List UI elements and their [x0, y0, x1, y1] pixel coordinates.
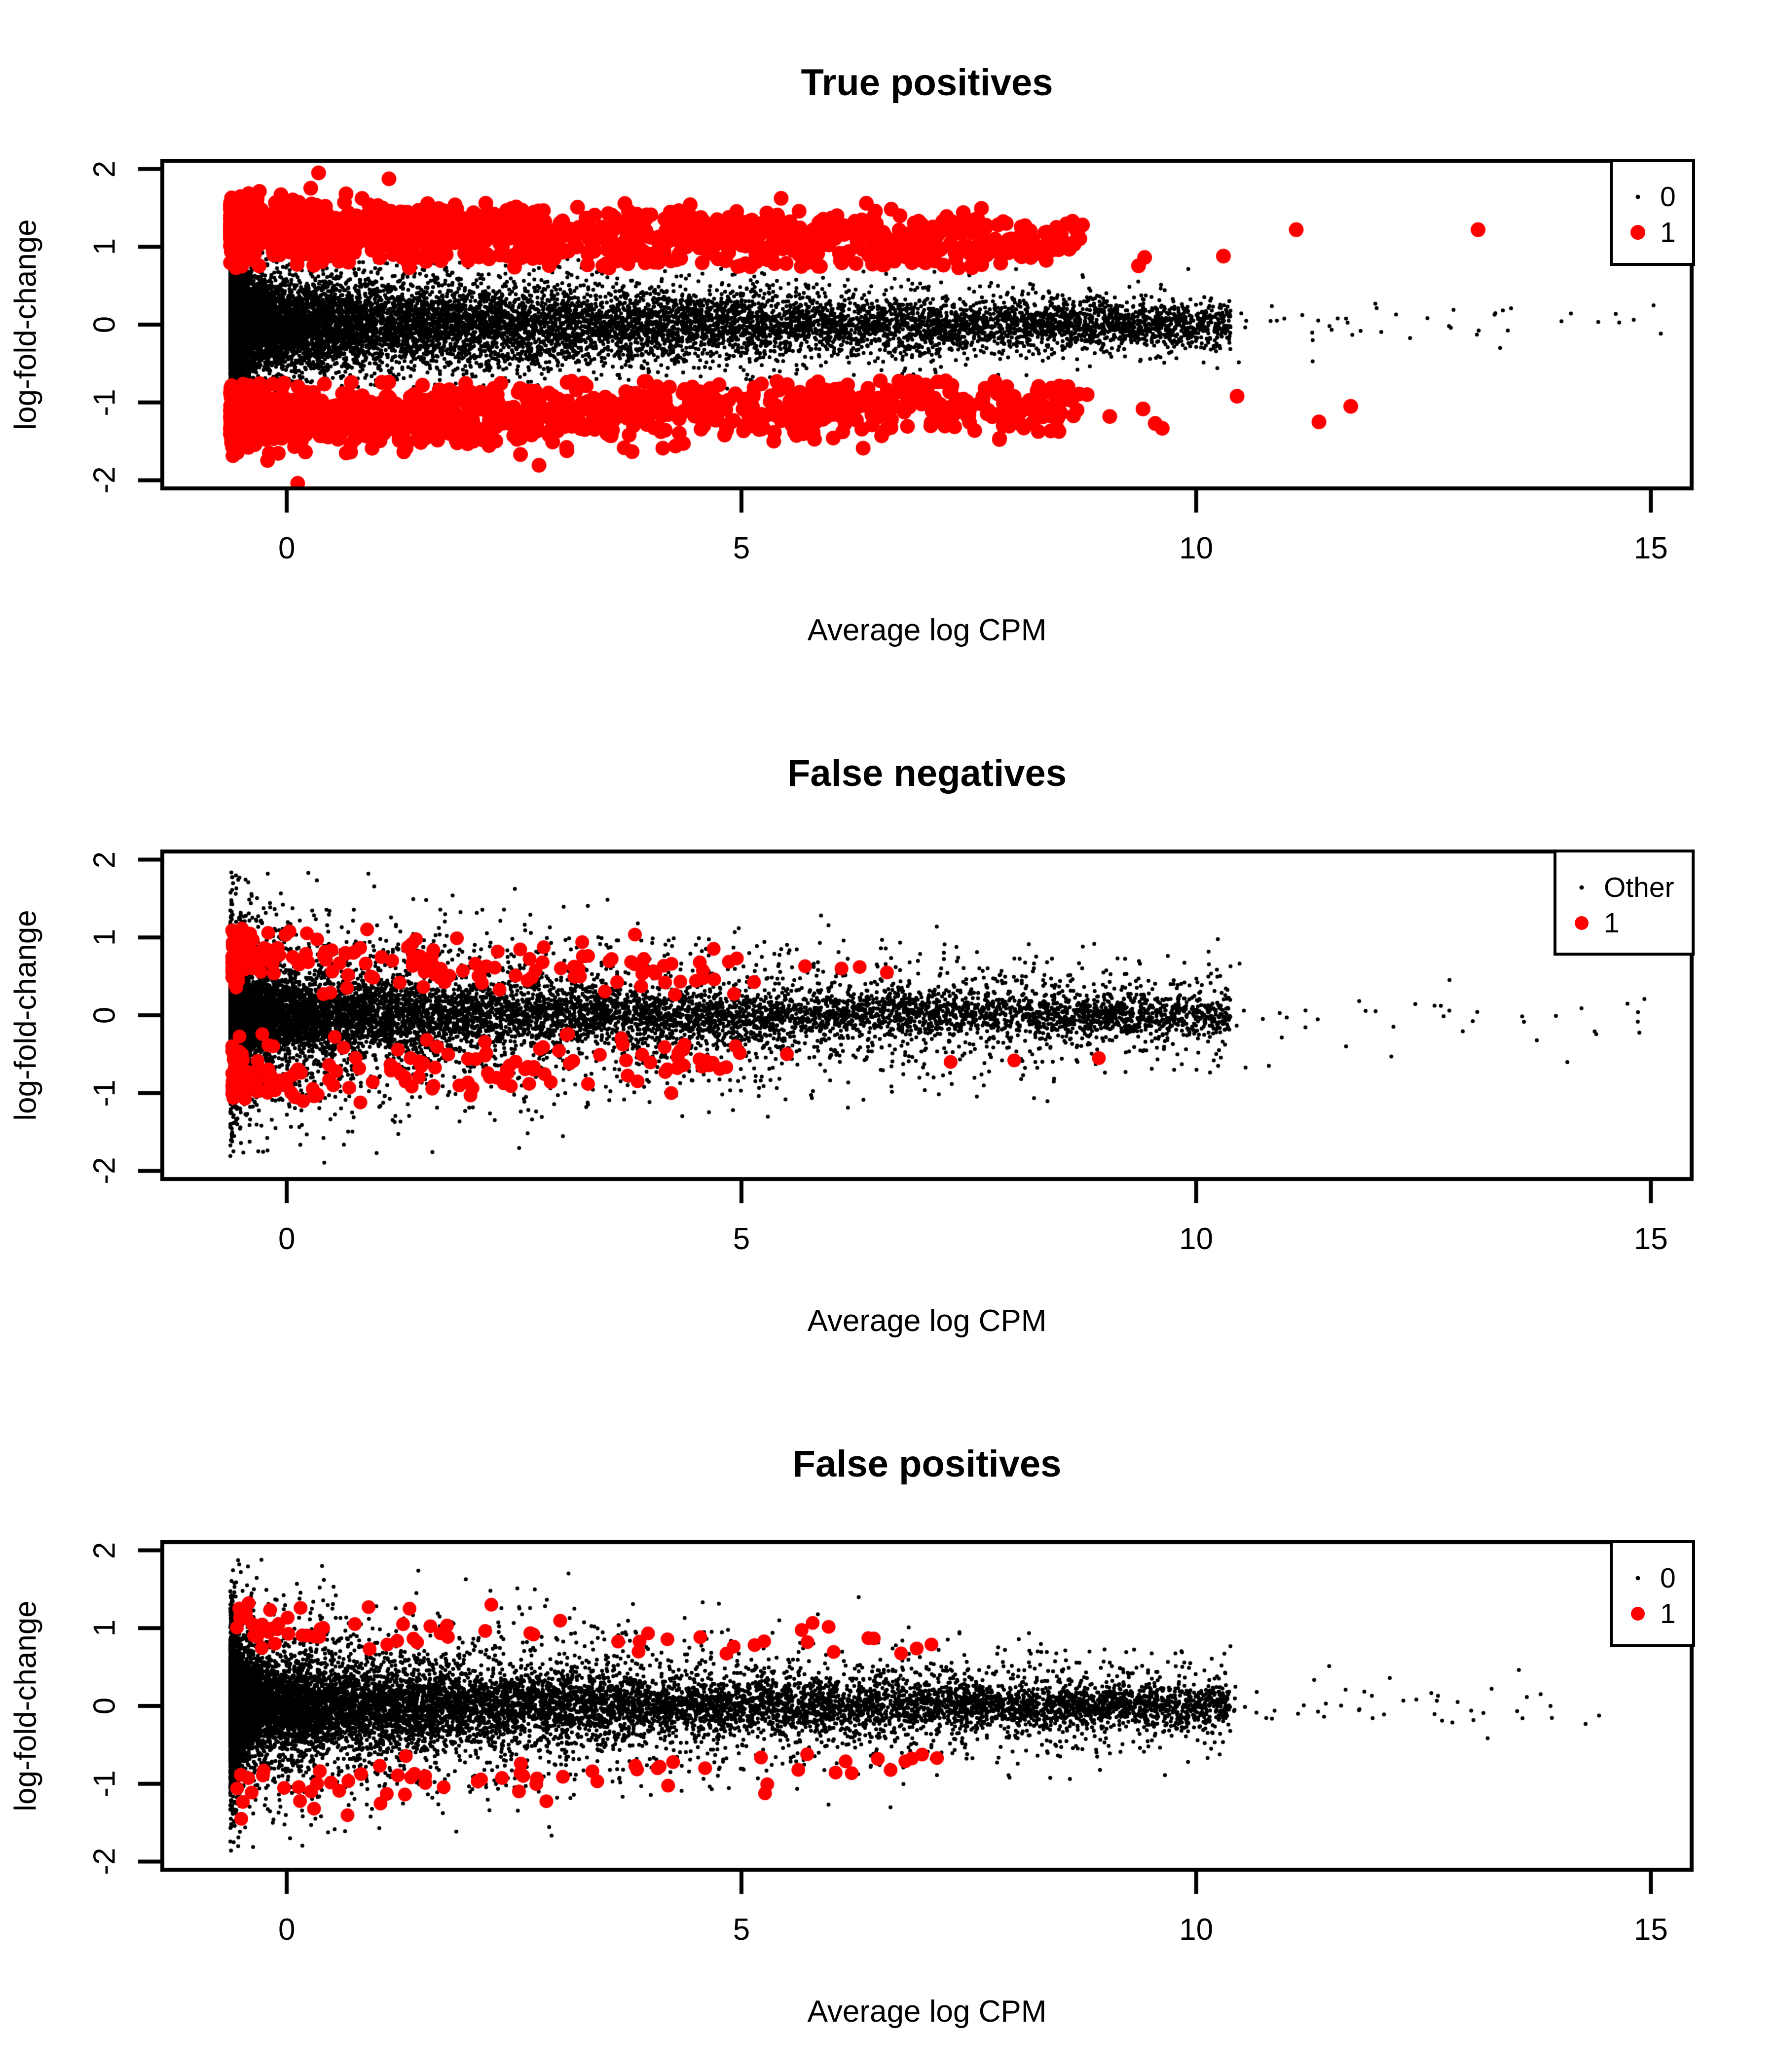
y-tick-label: -1 — [87, 389, 122, 416]
panel-title: False positives — [792, 1443, 1062, 1485]
legend-label: 1 — [1604, 907, 1620, 939]
legend-label: 1 — [1660, 1598, 1676, 1629]
y-tick-label: 0 — [87, 1006, 122, 1024]
x-tick-label: 10 — [1179, 1222, 1214, 1256]
y-tick-label: -2 — [87, 1848, 122, 1876]
legend: 0 1 — [1610, 159, 1695, 266]
x-tick-label: 15 — [1633, 1222, 1668, 1256]
panel-false-positives: False positives log-fold-change Average … — [0, 1381, 1776, 2072]
panel-false-negatives: False negatives log-fold-change Average … — [0, 691, 1776, 1381]
x-tick-label: 0 — [278, 1222, 296, 1256]
y-axis-label: log-fold-change — [8, 1600, 43, 1812]
scatter-canvas-true-positives — [0, 0, 1776, 691]
y-tick-label: 2 — [87, 851, 122, 868]
legend-item: 1 — [1613, 1598, 1692, 1629]
panel-title: False negatives — [787, 752, 1067, 794]
legend-label: 0 — [1660, 1562, 1676, 1594]
legend: Other 1 — [1554, 850, 1695, 956]
legend-marker-dot-icon — [1579, 885, 1584, 890]
x-tick-label: 10 — [1179, 531, 1214, 565]
y-tick-label: 1 — [87, 929, 122, 946]
y-tick-label: 0 — [87, 1697, 122, 1715]
legend-item: 1 — [1613, 217, 1692, 248]
y-tick-label: 1 — [87, 1620, 122, 1637]
legend-marker-dot-icon — [1630, 225, 1645, 240]
x-axis-label: Average log CPM — [807, 613, 1047, 647]
legend: 0 1 — [1610, 1540, 1695, 1647]
x-axis-label: Average log CPM — [807, 1995, 1047, 2029]
y-tick-label: -2 — [87, 1157, 122, 1185]
legend-item: 1 — [1556, 907, 1692, 939]
scatter-canvas-false-negatives — [0, 691, 1776, 1381]
panel-true-positives: True positives log-fold-change Average l… — [0, 0, 1776, 691]
legend-label: Other — [1604, 872, 1674, 903]
legend-marker-dot-icon — [1635, 194, 1640, 199]
y-tick-label: 2 — [87, 1542, 122, 1559]
legend-label: 1 — [1660, 217, 1676, 248]
x-tick-label: 15 — [1633, 1913, 1668, 1947]
y-tick-label: -1 — [87, 1770, 122, 1798]
legend-label: 0 — [1660, 181, 1676, 213]
x-tick-label: 5 — [733, 1913, 750, 1947]
legend-marker-dot-icon — [1631, 1607, 1645, 1621]
x-tick-label: 0 — [278, 531, 296, 565]
x-tick-label: 0 — [278, 1913, 296, 1947]
y-axis-label: log-fold-change — [8, 910, 43, 1121]
x-tick-label: 5 — [733, 1222, 750, 1256]
legend-marker-dot-icon — [1575, 916, 1589, 930]
x-tick-label: 5 — [733, 531, 750, 565]
x-tick-label: 15 — [1633, 531, 1668, 565]
legend-item: 0 — [1613, 1562, 1692, 1594]
scatter-canvas-false-positives — [0, 1381, 1776, 2072]
y-tick-label: -1 — [87, 1079, 122, 1107]
legend-marker-dot-icon — [1635, 1576, 1640, 1581]
y-tick-label: 0 — [87, 316, 122, 333]
y-tick-label: -2 — [87, 466, 122, 494]
x-tick-label: 10 — [1179, 1913, 1214, 1947]
panel-title: True positives — [801, 62, 1053, 104]
y-tick-label: 1 — [87, 238, 122, 256]
y-axis-label: log-fold-change — [8, 219, 43, 430]
x-axis-label: Average log CPM — [807, 1304, 1047, 1338]
legend-item: Other — [1556, 872, 1692, 903]
y-tick-label: 2 — [87, 160, 122, 178]
legend-item: 0 — [1613, 181, 1692, 213]
